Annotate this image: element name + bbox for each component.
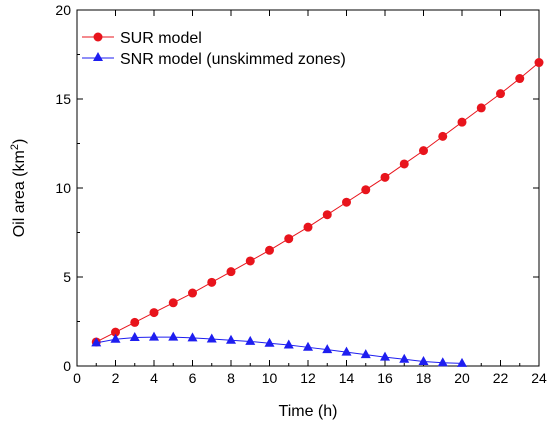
data-point-snr: [322, 344, 333, 354]
x-tick-label: 16: [377, 370, 393, 386]
data-point-sur: [265, 245, 274, 255]
y-tick-label: 10: [55, 180, 71, 196]
series-layer: [91, 58, 544, 367]
data-point-snr: [380, 351, 390, 361]
data-point-snr: [437, 357, 448, 367]
legend-snr-marker: [93, 52, 103, 61]
x-tick-label: 24: [531, 370, 547, 386]
data-point-snr: [245, 335, 256, 345]
y-axis-title-main: Oil area (km: [11, 150, 28, 237]
data-point-snr: [206, 333, 217, 343]
y-tick-label: 15: [55, 91, 71, 107]
data-point-sur: [515, 74, 525, 84]
data-point-snr: [168, 331, 179, 341]
data-point-sur: [168, 298, 178, 308]
data-point-sur: [130, 317, 140, 327]
x-tick-label: 4: [150, 370, 158, 386]
data-point-sur: [207, 277, 217, 287]
y-tick-label: 0: [63, 358, 71, 374]
data-point-sur: [534, 58, 544, 68]
data-point-sur: [361, 185, 371, 195]
y-axis-title-sup: 2: [9, 144, 21, 150]
legend-snr-label: SNR model (unskimmed zones): [120, 51, 346, 68]
data-point-sur: [476, 103, 486, 113]
x-tick-label: 22: [493, 370, 509, 386]
data-point-snr: [283, 339, 294, 349]
data-point-sur: [438, 131, 448, 141]
data-point-sur: [284, 234, 294, 244]
series-line-1: [96, 62, 540, 343]
data-point-snr: [399, 353, 410, 363]
data-point-snr: [129, 332, 140, 342]
legend-sur-marker: [93, 32, 103, 42]
x-axis-title: Time (h): [279, 403, 338, 420]
x-tick-label: 6: [189, 370, 197, 386]
data-point-sur: [399, 159, 409, 169]
y-axis-title: Oil area (km2): [9, 139, 28, 238]
data-point-sur: [380, 172, 390, 182]
x-tick-label: 0: [73, 370, 81, 386]
data-point-sur: [303, 222, 313, 232]
data-point-snr: [303, 341, 313, 351]
data-point-sur: [226, 267, 236, 277]
series-line-2: [96, 336, 463, 364]
data-point-snr: [91, 337, 102, 347]
data-point-sur: [342, 197, 351, 207]
x-axis-ticks: 0 2 4 6 8 10 12 14 16 18 20 22 24: [73, 10, 547, 386]
data-point-snr: [264, 337, 275, 347]
y-axis-ticks: 0 5 10 15 20: [55, 2, 539, 374]
legend-sur-label: SUR model: [120, 30, 202, 47]
data-point-sur: [245, 256, 255, 266]
x-tick-label: 20: [454, 370, 470, 386]
data-point-sur: [457, 117, 467, 127]
x-tick-label: 12: [300, 370, 316, 386]
y-tick-label: 20: [55, 2, 71, 18]
data-point-sur: [149, 308, 159, 318]
x-tick-label: 10: [262, 370, 278, 386]
data-point-snr: [341, 346, 352, 356]
x-tick-label: 2: [112, 370, 120, 386]
data-point-snr: [226, 334, 236, 344]
data-point-snr: [149, 331, 159, 341]
data-point-sur: [419, 146, 428, 156]
y-tick-label: 5: [63, 269, 71, 285]
data-point-sur: [496, 89, 505, 99]
y-axis-title-tail: ): [11, 139, 28, 144]
legend: SUR model SNR model (unskimmed zones): [82, 30, 346, 68]
data-point-sur: [111, 327, 120, 337]
x-tick-label: 18: [416, 370, 432, 386]
data-point-sur: [322, 210, 332, 220]
x-tick-label: 14: [339, 370, 355, 386]
data-point-sur: [188, 288, 197, 298]
data-point-snr: [360, 349, 371, 359]
data-point-snr: [418, 356, 429, 366]
data-point-snr: [110, 333, 121, 343]
x-tick-label: 8: [227, 370, 235, 386]
data-point-snr: [187, 332, 198, 342]
data-point-snr: [457, 357, 467, 367]
